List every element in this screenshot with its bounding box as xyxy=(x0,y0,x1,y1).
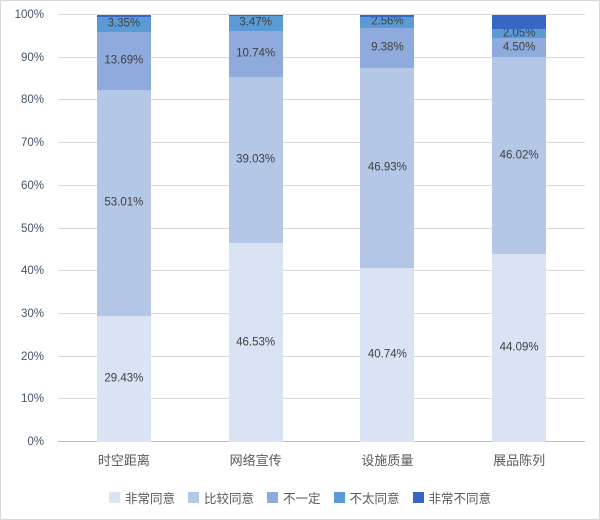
data-label: 39.03% xyxy=(236,153,276,166)
gridline xyxy=(58,14,585,15)
bar-column: 46.53% 39.03% 10.74% 3.47% xyxy=(190,15,322,442)
data-label: 13.69% xyxy=(104,54,144,66)
y-axis-tick-label: 100% xyxy=(14,9,44,21)
legend-swatch-icon xyxy=(187,492,199,503)
y-axis-tick-label: 20% xyxy=(20,350,44,363)
gridline xyxy=(58,355,585,357)
x-axis-category-label: 展品陈列 xyxy=(493,453,546,468)
bar-segment: 29.43% xyxy=(96,316,151,442)
legend-label: 不一定 xyxy=(282,492,321,506)
y-axis-tick-label: 70% xyxy=(20,137,44,150)
y-axis-tick-label: 50% xyxy=(20,222,44,235)
bar-column: 29.43% 53.01% 13.69% 3.35% xyxy=(58,15,190,442)
data-label: 44.09% xyxy=(499,341,539,354)
x-axis-line xyxy=(58,441,585,442)
gridlines xyxy=(58,14,585,442)
legend-swatch-icon xyxy=(108,492,120,503)
data-label: 3.47% xyxy=(239,16,272,29)
bar-segment: 46.02% xyxy=(492,57,547,254)
legend-item: 不太同意 xyxy=(333,488,400,507)
x-axis-category-label: 网络宣传 xyxy=(229,453,282,468)
legend-swatch-icon xyxy=(412,492,424,503)
x-axis-category-label: 时空距离 xyxy=(97,453,150,468)
gridline xyxy=(58,270,585,272)
y-axis-tick-label: 30% xyxy=(20,307,44,320)
legend-swatch-icon xyxy=(333,492,345,503)
bar-segment xyxy=(492,15,547,30)
data-label: 4.50% xyxy=(502,40,536,53)
legend-item: 不一定 xyxy=(266,488,321,507)
gridline xyxy=(58,184,585,186)
bar-segment: 9.38% xyxy=(360,27,415,68)
bar-segment: 44.09% xyxy=(492,253,547,442)
bar-segment: 46.53% xyxy=(228,243,283,442)
data-label: 46.53% xyxy=(236,335,276,348)
bar-segment: 2.05% xyxy=(492,26,547,39)
data-label: 3.35% xyxy=(107,17,141,30)
legend-item: 比较同意 xyxy=(187,488,254,507)
bar-segment: 46.93% xyxy=(360,67,415,269)
bar: 40.74% 46.93% 9.38% 2.56% xyxy=(360,15,415,442)
gridline xyxy=(58,56,585,58)
bar-segment xyxy=(96,15,151,18)
legend-item: 非常不同意 xyxy=(412,488,492,507)
bar: 46.53% 39.03% 10.74% 3.47% xyxy=(228,15,283,442)
y-axis-tick-label: 40% xyxy=(20,265,44,278)
plot-columns: 29.43% 53.01% 13.69% 3.35% 46.53% 39.03% 10.74… xyxy=(58,15,585,442)
data-label: 46.93% xyxy=(367,161,407,174)
bar-segment xyxy=(360,15,415,17)
data-label: 9.38% xyxy=(371,40,404,53)
bar: 44.09% 46.02% 4.50% 2.05% xyxy=(492,15,547,442)
data-label: 46.02% xyxy=(499,148,539,161)
gridline xyxy=(58,227,585,229)
y-axis-tick-label: 10% xyxy=(20,393,44,406)
x-axis-category-label: 设施质量 xyxy=(361,453,414,468)
legend-label: 不太同意 xyxy=(349,492,400,506)
gridline xyxy=(58,398,585,400)
y-axis-tick-label: 90% xyxy=(20,51,44,64)
y-axis-tick-label: 60% xyxy=(20,179,44,192)
plot-area: 29.43% 53.01% 13.69% 3.35% 46.53% 39.03% 10.74… xyxy=(58,14,585,442)
bar-segment: 13.69% xyxy=(96,31,151,90)
bar-segment: 53.01% xyxy=(96,90,151,317)
legend: 非常同意 比较同意 不一定 不太同意 非常不同意 xyxy=(1,488,599,507)
legend-label: 非常同意 xyxy=(124,492,175,506)
y-axis-tick-label: 0% xyxy=(27,436,44,448)
x-axis: 时空距离 网络宣传 设施质量 展品陈列 xyxy=(58,450,585,469)
legend-label: 非常不同意 xyxy=(428,492,492,506)
bar: 29.43% 53.01% 13.69% 3.35% xyxy=(96,15,151,442)
y-axis-tick-label: 80% xyxy=(20,94,44,107)
bar-segment: 4.50% xyxy=(492,38,547,58)
data-label: 40.74% xyxy=(367,348,407,361)
gridline xyxy=(58,142,585,144)
legend-swatch-icon xyxy=(266,492,278,503)
bar-column: 40.74% 46.93% 9.38% 2.56% xyxy=(322,15,454,442)
bar-column: 44.09% 46.02% 4.50% 2.05% xyxy=(453,15,585,442)
data-label: 53.01% xyxy=(104,196,144,209)
gridline xyxy=(58,312,585,314)
bar-segment: 39.03% xyxy=(228,76,283,244)
bar-segment: 40.74% xyxy=(360,268,415,442)
data-label: 10.74% xyxy=(236,46,276,59)
data-label: 29.43% xyxy=(104,372,144,385)
bar-segment: 3.35% xyxy=(96,17,151,32)
y-axis: 0% 10% 20% 30% 40% 50% 60% 70% 80% 90% 100% xyxy=(1,9,51,448)
bar-segment: 10.74% xyxy=(228,30,283,77)
data-label: 2.05% xyxy=(502,26,536,39)
bar-segment: 2.56% xyxy=(360,15,415,28)
bar-segment xyxy=(228,15,283,16)
bar-segment: 3.47% xyxy=(228,16,283,31)
legend-item: 非常同意 xyxy=(108,488,175,507)
data-label: 2.56% xyxy=(371,15,404,28)
legend-label: 比较同意 xyxy=(203,492,254,506)
gridline xyxy=(58,99,585,101)
